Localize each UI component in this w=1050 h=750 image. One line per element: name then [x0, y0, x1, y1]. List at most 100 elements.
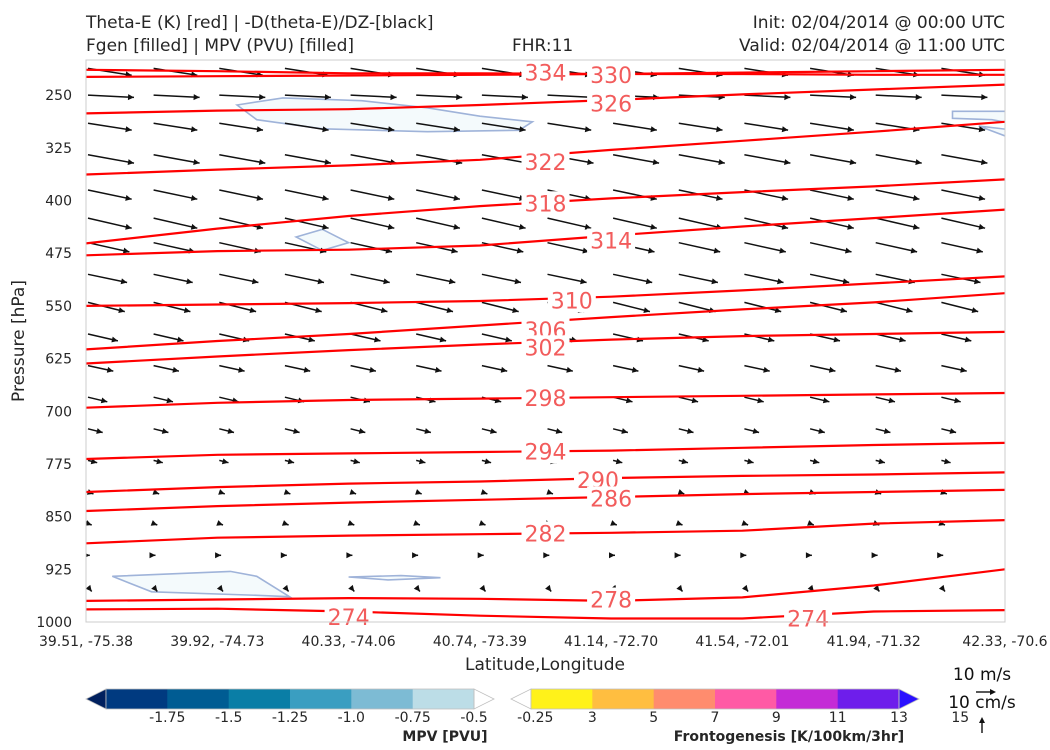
mpv-colorbar-segment-0	[106, 689, 168, 709]
vector-head-9-12	[899, 336, 906, 343]
vector-head-17-6	[479, 584, 486, 592]
vector-head-13-8	[615, 458, 623, 465]
vector-head-7-6	[514, 278, 521, 285]
vector-head-1-4	[390, 94, 397, 101]
vector-head-7-11	[842, 278, 850, 285]
contour-label-10: 294	[525, 440, 567, 465]
mpv-colorbar-tick-0: -1.75	[149, 710, 185, 726]
vector-head-13-3	[287, 458, 295, 465]
vector-shaft-4-5	[416, 189, 461, 200]
title-left-line1: Theta-E (K) [red] | -D(theta-E)/DZ-[blac…	[86, 13, 434, 33]
vertical-key-label: 10 cm/s	[948, 693, 1016, 713]
vector-head-5-13	[978, 223, 986, 230]
vector-head-11-9	[691, 397, 699, 404]
vector-shaft-4-3	[284, 189, 329, 200]
contour-label-bg-5	[587, 228, 636, 253]
vector-head-2-3	[322, 126, 329, 133]
vector-head-5-0	[125, 223, 132, 230]
vector-head-10-0	[106, 366, 114, 373]
vector-head-1-2	[259, 94, 266, 101]
vector-shaft-7-7	[547, 273, 587, 284]
vector-shaft-5-11	[809, 217, 854, 229]
vector-shaft-4-13	[941, 189, 986, 200]
vector-shaft-1-0	[87, 94, 135, 99]
contour-label-bg-12	[587, 486, 636, 511]
vector-head-1-1	[193, 94, 200, 101]
vector-shaft-1-5	[416, 94, 463, 99]
fgen-colorbar-extend-left	[510, 688, 532, 710]
vector-head-3-11	[849, 159, 857, 165]
vector-head-5-8	[650, 223, 657, 230]
vector-head-11-10	[757, 397, 764, 404]
vector-head-2-8	[650, 126, 657, 133]
vector-head-4-11	[847, 195, 854, 201]
mpv-colorbar-tick-3: -1.0	[338, 710, 365, 726]
vector-head-16-13	[937, 552, 944, 559]
vector-shaft-2-11	[809, 122, 854, 131]
vector-shaft-3-8	[612, 154, 660, 164]
vector-head-6-10	[779, 247, 786, 254]
contour-label-16: 274	[787, 608, 829, 633]
vector-head-16-3	[280, 552, 287, 559]
contour-label-bg-8	[521, 335, 570, 360]
x-axis-label: Latitude,Longitude	[465, 655, 625, 675]
vector-head-6-6	[516, 247, 524, 254]
vector-shaft-7-11	[809, 273, 850, 284]
y-tick-label-0: 250	[45, 88, 72, 104]
vector-head-3-3	[324, 159, 331, 165]
vector-head-16-2	[215, 552, 222, 559]
fgen-colorbar-tick-6: 15	[951, 710, 969, 726]
vector-shaft-5-10	[744, 217, 789, 229]
vector-shaft-7-2	[219, 273, 259, 284]
x-tick-label-2: 40.33, -74.06	[302, 634, 396, 650]
vector-head-1-6	[521, 94, 528, 101]
vector-head-3-12	[915, 159, 922, 165]
vector-head-12-4	[358, 428, 366, 434]
vector-shaft-3-1	[153, 154, 200, 164]
vector-head-7-3	[317, 278, 324, 285]
vector-head-10-12	[894, 366, 901, 373]
vector-head-12-1	[161, 428, 169, 434]
plot-frame	[85, 59, 1006, 623]
vector-head-16-11	[805, 552, 812, 559]
fgen-colorbar-tick-4: 11	[829, 710, 847, 726]
vector-head-4-10	[781, 195, 789, 201]
contour-label-4: 318	[525, 192, 567, 217]
vector-head-17-11	[807, 584, 814, 592]
vertical-key-arrowhead-icon	[979, 717, 985, 723]
vector-head-16-8	[609, 552, 615, 559]
vector-head-1-11	[849, 94, 857, 101]
vector-head-17-1	[151, 584, 158, 592]
fgen-colorbar-frame	[530, 688, 900, 710]
y-tick-label-10: 1000	[36, 615, 72, 631]
vector-head-14-4	[349, 489, 357, 495]
vector-shaft-4-2	[219, 189, 264, 200]
vector-shaft-5-1	[153, 217, 198, 229]
vector-head-9-0	[111, 336, 118, 343]
y-tick-label-1: 325	[45, 141, 72, 157]
vector-head-4-1	[190, 195, 198, 201]
vector-head-3-2	[258, 159, 266, 165]
vector-shaft-6-12	[875, 241, 918, 253]
vector-head-12-6	[490, 428, 497, 434]
theta-e-contour-310	[86, 275, 1005, 307]
vector-head-9-6	[505, 336, 512, 343]
mpv-colorbar-extend-left	[85, 688, 107, 710]
y-tick-label-4: 550	[45, 299, 72, 315]
vector-head-14-7	[546, 489, 553, 495]
vector-shaft-4-1	[153, 189, 198, 200]
vector-head-2-7	[584, 126, 592, 133]
vector-head-6-5	[451, 247, 458, 254]
vector-head-5-4	[387, 223, 395, 230]
y-tick-label-8: 850	[45, 510, 72, 526]
vector-head-3-7	[587, 159, 594, 165]
vector-head-4-4	[387, 195, 395, 201]
contour-label-0: 334	[525, 62, 567, 87]
vector-shaft-4-4	[350, 189, 395, 200]
vector-shaft-8-0	[87, 301, 125, 313]
x-tick-label-4: 41.14, -72.70	[564, 634, 658, 650]
contour-label-bg-6	[547, 288, 596, 313]
vector-shaft-8-12	[875, 301, 913, 313]
vector-head-1-10	[784, 94, 791, 101]
mpv-colorbar-segment-2	[228, 689, 291, 709]
